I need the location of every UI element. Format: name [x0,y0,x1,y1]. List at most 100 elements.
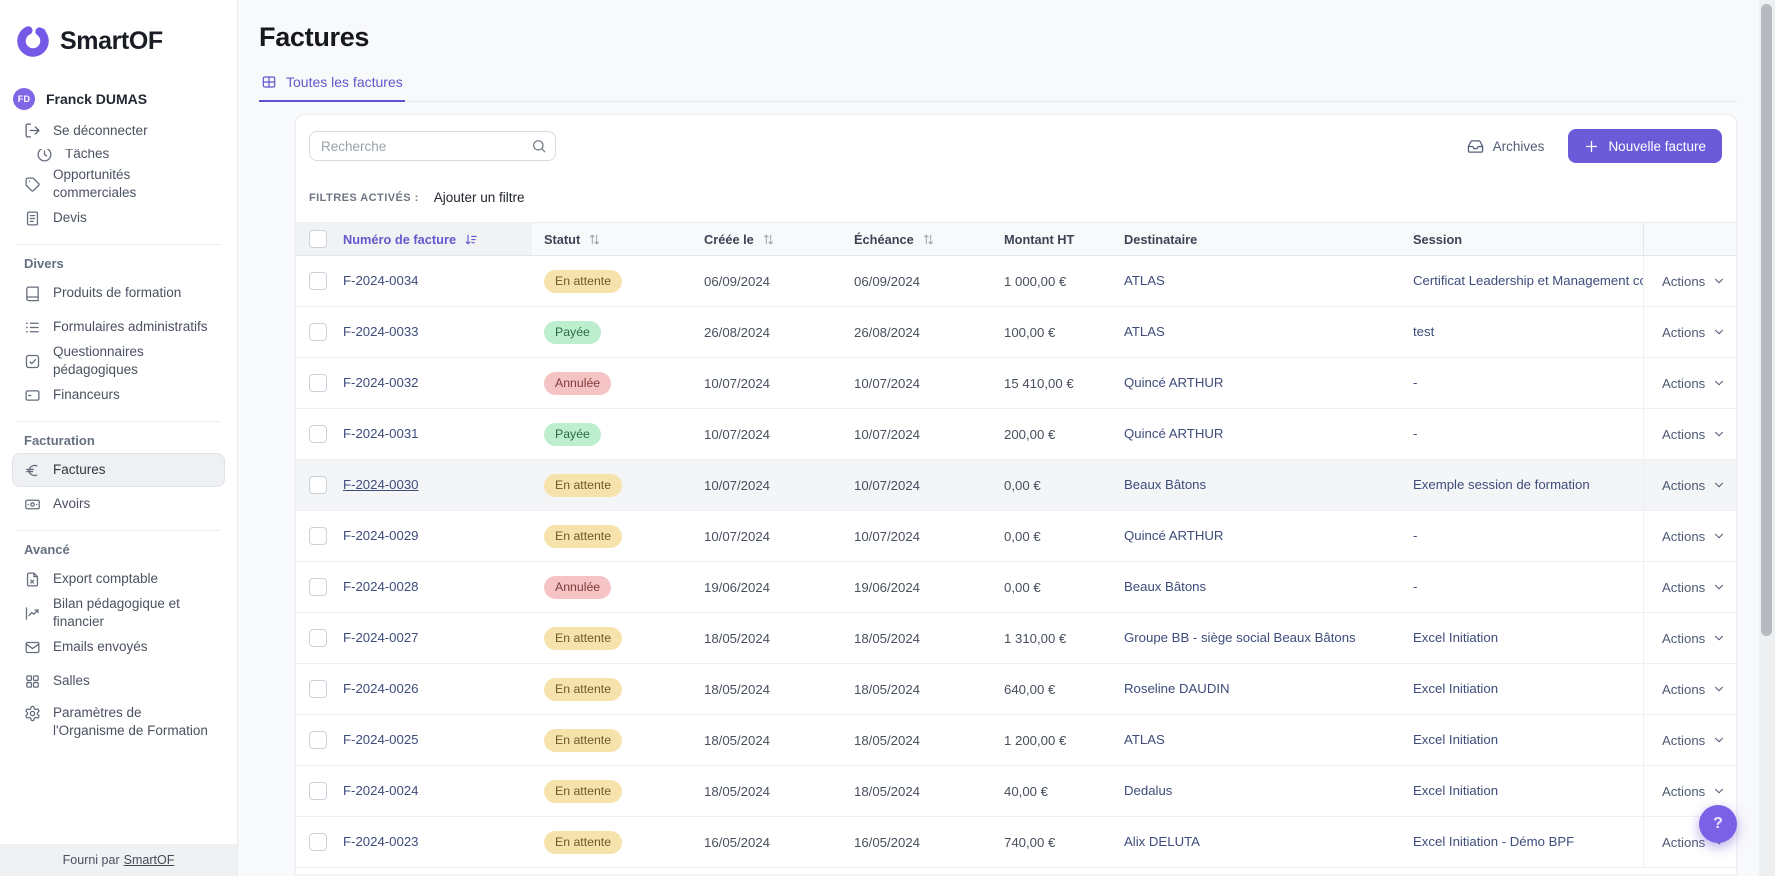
sidebar-item-factures[interactable]: Factures [12,453,225,487]
sidebar-item-devis[interactable]: Devis [12,201,225,235]
row-checkbox[interactable] [309,424,327,443]
sidebar-item-avoirs[interactable]: Avoirs [12,487,225,521]
table-row[interactable]: F-2024-0025 En attente 18/05/2024 18/05/… [296,715,1736,766]
row-actions-button[interactable]: Actions [1662,682,1726,697]
row-checkbox[interactable] [309,322,327,341]
new-invoice-label: Nouvelle facture [1608,138,1706,154]
sidebar-item-emails-envoyes[interactable]: Emails envoyés [12,630,225,664]
footer-brand-link[interactable]: SmartOF [123,853,175,867]
search-input[interactable] [309,131,556,161]
status-badge: En attente [544,830,623,854]
recipient-link[interactable]: Beaux Bâtons [1124,579,1207,594]
created-date: 10/07/2024 [704,426,771,442]
row-actions-button[interactable]: Actions [1662,427,1726,442]
invoice-number-link[interactable]: F-2024-0023 [343,834,419,849]
tab-toutes-les-factures[interactable]: Toutes les factures [259,74,405,102]
row-checkbox[interactable] [309,832,327,851]
recipient-link[interactable]: Alix DELUTA [1124,834,1200,849]
column-header-numero-de-facture[interactable]: Numéro de facture [331,223,532,255]
invoice-number-link[interactable]: F-2024-0029 [343,528,419,543]
sort-both-icon [761,232,776,247]
invoice-number-link[interactable]: F-2024-0032 [343,375,419,390]
row-actions-button[interactable]: Actions [1662,631,1726,646]
table-row[interactable]: F-2024-0024 En attente 18/05/2024 18/05/… [296,766,1736,817]
recipient-link[interactable]: Dedalus [1124,783,1173,798]
sidebar-item-parametres-de-l-organisme-de-formation[interactable]: Paramètres de l'Organisme de Formation [12,698,225,745]
sidebar-item-formulaires-administratifs[interactable]: Formulaires administratifs [12,310,225,344]
row-actions-button[interactable]: Actions [1662,376,1726,391]
invoice-number-link[interactable]: F-2024-0034 [343,273,419,288]
table-row[interactable]: F-2024-0033 Payée 26/08/2024 26/08/2024 … [296,307,1736,358]
list-icon [24,319,41,336]
row-checkbox[interactable] [309,271,327,290]
archives-button[interactable]: Archives [1467,138,1545,155]
sidebar-item-salles[interactable]: Salles [12,664,225,698]
row-checkbox[interactable] [309,373,327,392]
table-row[interactable]: F-2024-0030 En attente 10/07/2024 10/07/… [296,460,1736,511]
archives-label: Archives [1492,138,1545,154]
logout-button[interactable]: Se déconnecter [0,110,237,139]
column-header-echeance[interactable]: Échéance [842,232,992,247]
row-checkbox[interactable] [309,475,327,494]
table-row[interactable]: F-2024-0027 En attente 18/05/2024 18/05/… [296,613,1736,664]
recipient-link[interactable]: ATLAS [1124,273,1165,288]
row-checkbox[interactable] [309,577,327,596]
select-all-checkbox[interactable] [309,230,327,248]
row-checkbox[interactable] [309,526,327,545]
vertical-scrollbar[interactable] [1759,0,1775,876]
invoice-number-link[interactable]: F-2024-0024 [343,783,419,798]
add-filter-button[interactable]: Ajouter un filtre [433,190,525,205]
invoice-number-link[interactable]: F-2024-0030 [343,477,419,492]
row-actions-button[interactable]: Actions [1662,478,1726,493]
recipient-link[interactable]: ATLAS [1124,324,1165,339]
invoice-number-link[interactable]: F-2024-0026 [343,681,419,696]
new-invoice-button[interactable]: Nouvelle facture [1568,129,1722,163]
recipient-link[interactable]: Beaux Bâtons [1124,477,1207,492]
session-text: Excel Initiation [1413,681,1499,696]
recipient-link[interactable]: Roseline DAUDIN [1124,681,1230,696]
due-date: 10/07/2024 [854,528,921,544]
sidebar-item-taches[interactable]: Tâches [24,149,213,165]
row-actions-button[interactable]: Actions [1662,529,1726,544]
table-row[interactable]: F-2024-0023 En attente 16/05/2024 16/05/… [296,817,1736,868]
row-actions-button[interactable]: Actions [1662,733,1726,748]
sidebar-item-questionnaires-pedagogiques[interactable]: Questionnaires pédagogiques [12,344,225,378]
sidebar-item-financeurs[interactable]: Financeurs [12,378,225,412]
invoice-number-link[interactable]: F-2024-0025 [343,732,419,747]
sidebar-item-opportunites-commerciales[interactable]: Opportunités commerciales [12,167,225,201]
table-row[interactable]: F-2024-0032 Annulée 10/07/2024 10/07/202… [296,358,1736,409]
invoice-number-link[interactable]: F-2024-0033 [343,324,419,339]
scrollbar-thumb[interactable] [1761,4,1772,636]
sidebar-item-produits-de-formation[interactable]: Produits de formation [12,276,225,310]
help-button[interactable]: ? [1699,805,1737,843]
row-checkbox[interactable] [309,781,327,800]
table-row[interactable]: F-2024-0034 En attente 06/09/2024 06/09/… [296,256,1736,307]
invoice-number-link[interactable]: F-2024-0031 [343,426,419,441]
table-row[interactable]: F-2024-0031 Payée 10/07/2024 10/07/2024 … [296,409,1736,460]
invoice-number-link[interactable]: F-2024-0027 [343,630,419,645]
row-checkbox[interactable] [309,679,327,698]
table-row[interactable]: F-2024-0028 Annulée 19/06/2024 19/06/202… [296,562,1736,613]
recipient-link[interactable]: ATLAS [1124,732,1165,747]
column-header-statut[interactable]: Statut [532,232,692,247]
search-icon[interactable] [531,138,547,154]
row-actions-button[interactable]: Actions [1662,274,1726,289]
session-text: Certificat Leadership et Management co [1413,273,1643,288]
column-header-creee-le[interactable]: Créée le [692,232,842,247]
recipient-link[interactable]: Quincé ARTHUR [1124,426,1224,441]
row-actions-button[interactable]: Actions [1662,325,1726,340]
table-row[interactable]: F-2024-0026 En attente 18/05/2024 18/05/… [296,664,1736,715]
row-checkbox[interactable] [309,628,327,647]
sidebar-item-bilan-pedagogique-et-financier[interactable]: Bilan pédagogique et financier [12,596,225,630]
amount-ht: 0,00 € [1004,528,1041,544]
table-row[interactable]: F-2024-0029 En attente 10/07/2024 10/07/… [296,511,1736,562]
recipient-link[interactable]: Quincé ARTHUR [1124,528,1224,543]
invoice-number-link[interactable]: F-2024-0028 [343,579,419,594]
row-actions-button[interactable]: Actions [1662,784,1726,799]
sidebar-item-export-comptable[interactable]: Export comptable [12,562,225,596]
row-actions-button[interactable]: Actions [1662,580,1726,595]
recipient-link[interactable]: Groupe BB - siège social Beaux Bâtons [1124,630,1356,645]
recipient-link[interactable]: Quincé ARTHUR [1124,375,1224,390]
row-checkbox[interactable] [309,730,327,749]
smartof-logo[interactable]: SmartOF [0,0,237,60]
